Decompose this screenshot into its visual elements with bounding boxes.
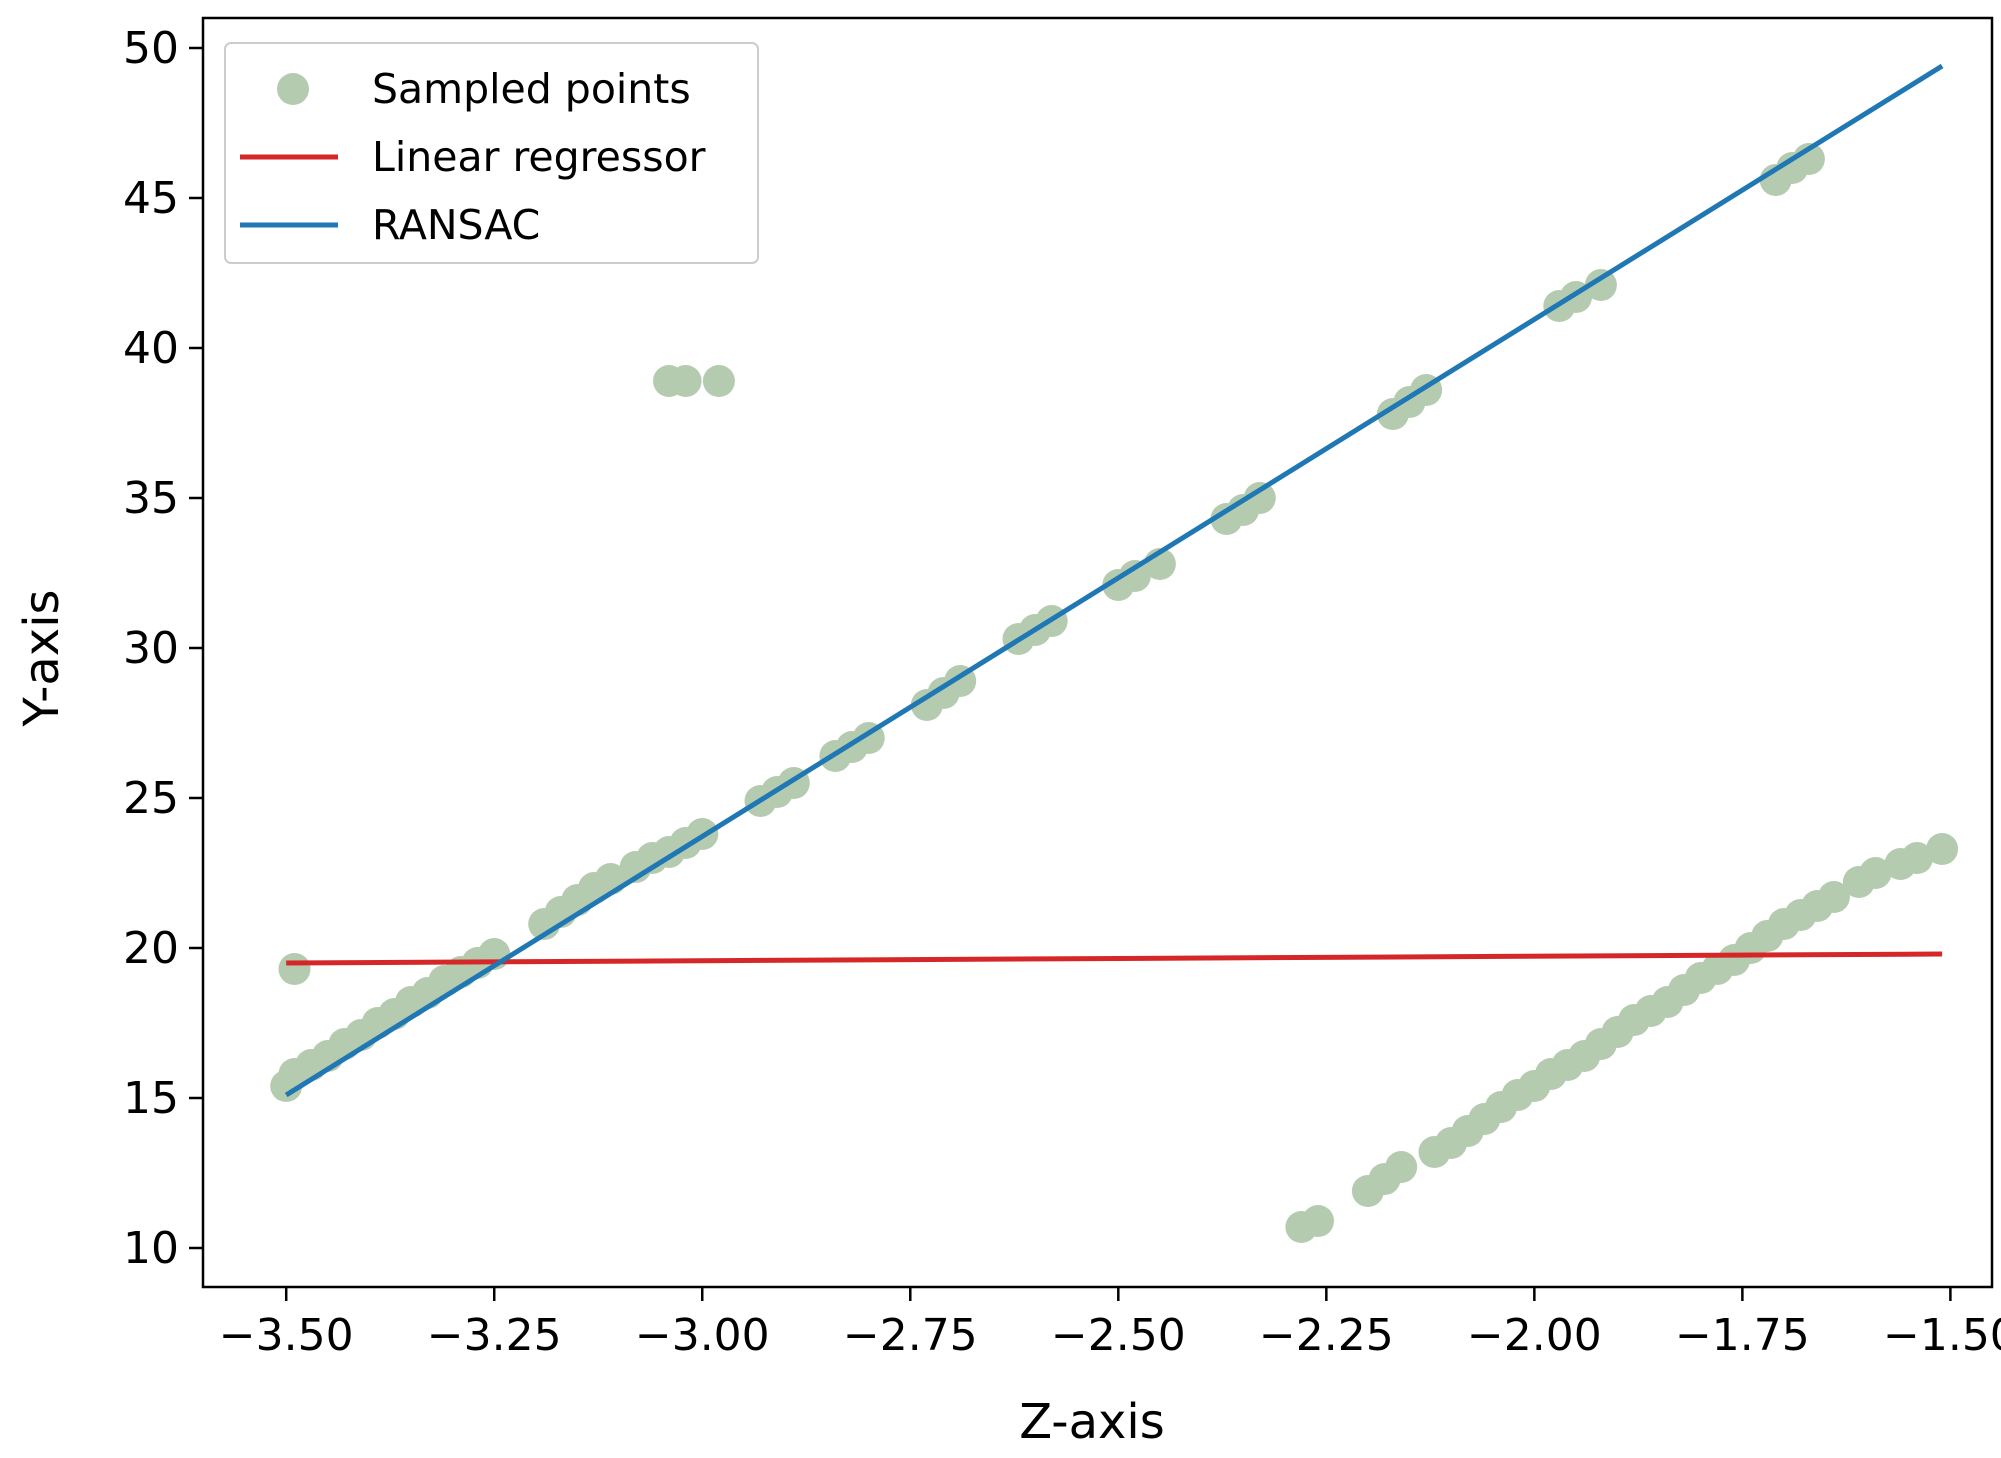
data-point: [1385, 1151, 1418, 1183]
legend-marker-icon: [277, 73, 309, 105]
data-point: [669, 365, 702, 397]
data-point: [1243, 482, 1276, 514]
y-tick-label: 35: [123, 473, 179, 524]
x-tick-label: −2.00: [1467, 1310, 1602, 1361]
y-tick-label: 45: [123, 173, 179, 224]
ransac-line: [284, 63, 1944, 1098]
legend: Sampled points Linear regressor RANSAC: [224, 42, 759, 264]
x-tick-label: −3.25: [427, 1310, 562, 1361]
y-tick-label: 15: [123, 1073, 179, 1124]
data-point: [1901, 842, 1934, 874]
y-tick-label: 10: [123, 1223, 179, 1274]
data-point: [1584, 269, 1617, 301]
y-tick-label: 25: [123, 773, 179, 824]
y-tick-label: 20: [123, 923, 179, 974]
legend-box: [224, 42, 759, 264]
linear-regressor-line: [286, 951, 1943, 966]
data-point: [1118, 560, 1151, 592]
legend-label: RANSAC: [372, 201, 540, 249]
x-tick-label: −1.50: [1883, 1310, 2001, 1361]
x-tick-label: −1.75: [1675, 1310, 1810, 1361]
data-point: [278, 953, 311, 985]
y-tick-label: 30: [123, 623, 179, 674]
x-tick-label: −2.75: [843, 1310, 978, 1361]
data-point: [702, 365, 735, 397]
data-point: [1302, 1205, 1334, 1237]
plot-frame: [201, 16, 1994, 1289]
legend-label: Sampled points: [372, 65, 691, 113]
y-tick-label: 40: [123, 323, 179, 374]
legend-label: Linear regressor: [372, 133, 706, 181]
y-tick-label: 50: [123, 23, 179, 74]
y-axis-label: Y-axis: [14, 589, 70, 727]
plot-area: [270, 63, 1959, 1243]
x-tick-label: −3.00: [635, 1310, 770, 1361]
x-tick-label: −3.50: [219, 1310, 354, 1361]
x-tick-label: −2.25: [1259, 1310, 1394, 1361]
data-point: [1859, 857, 1892, 889]
x-tick-label: −2.50: [1051, 1310, 1186, 1361]
data-point: [1926, 833, 1959, 865]
data-point: [1817, 881, 1850, 913]
x-axis-label: Z-axis: [1019, 1394, 1165, 1450]
axes: −3.50 −3.25 −3.00 −2.75 −2.50 −2.25 −2.00 −1.75…: [123, 16, 2001, 1361]
